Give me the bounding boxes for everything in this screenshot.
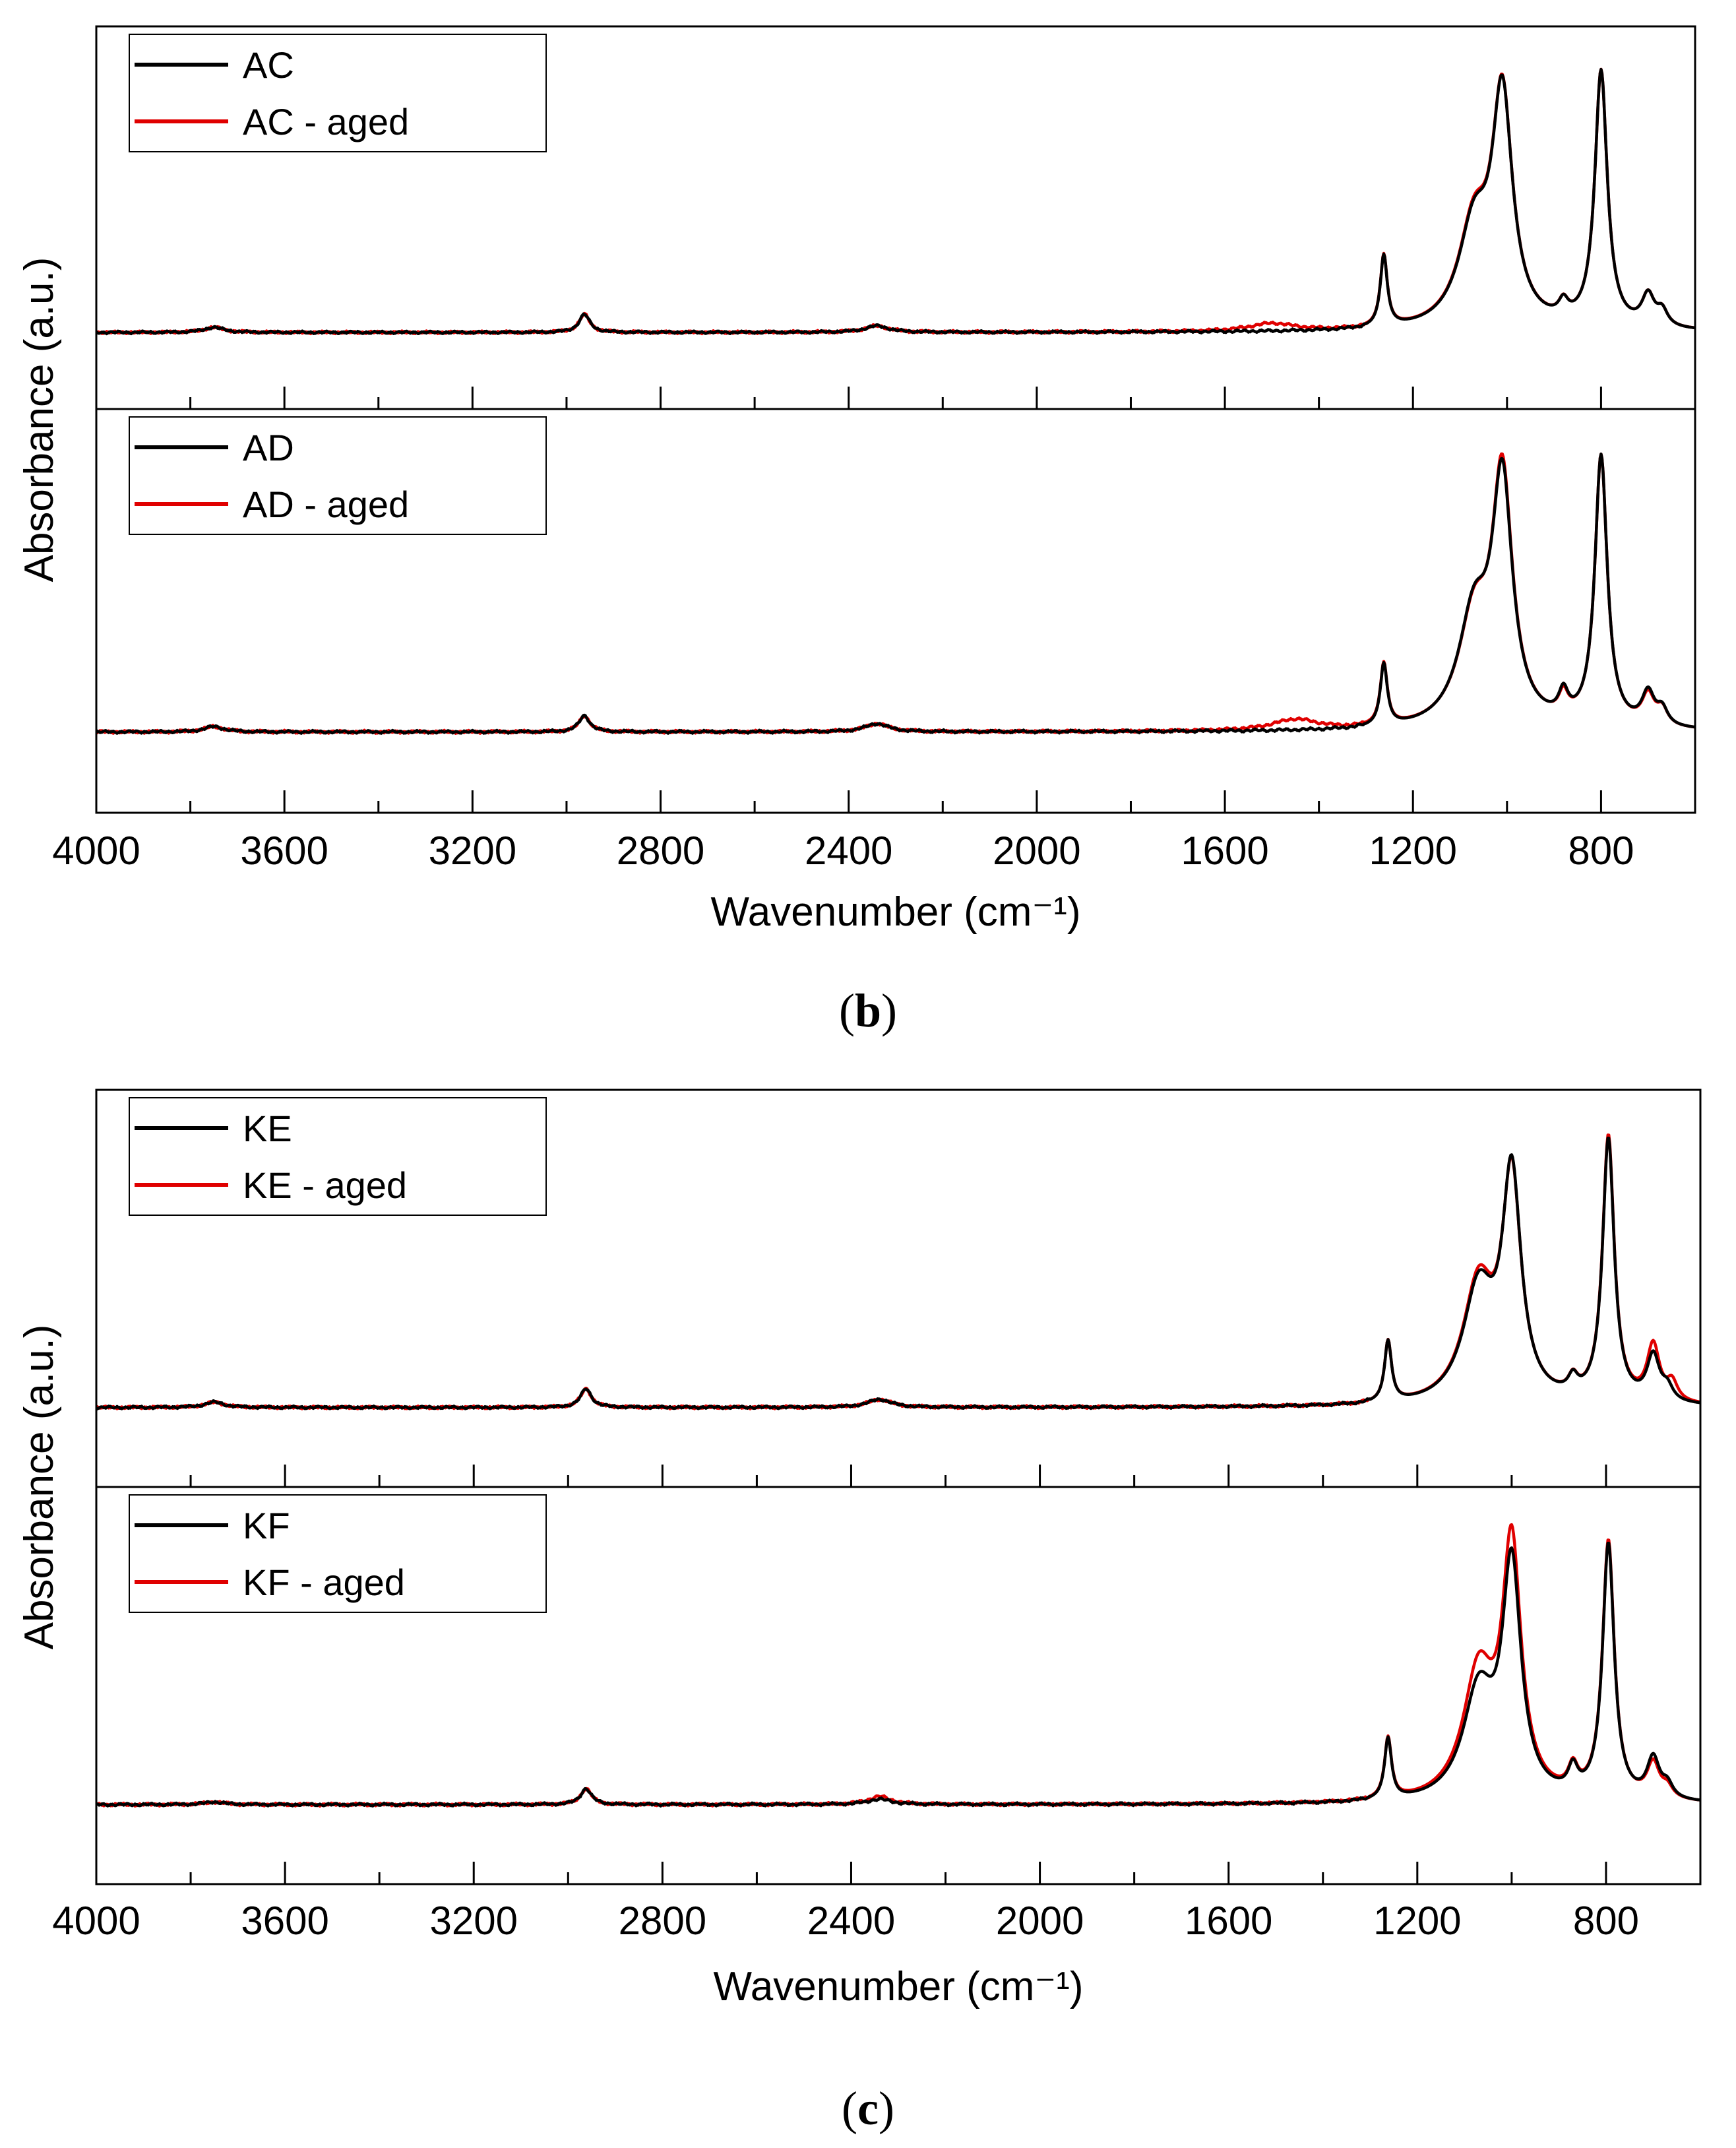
y-axis-label: Absorbance (a.u.) xyxy=(16,257,62,583)
legend-label: AD xyxy=(243,427,294,468)
series-line-ad xyxy=(95,452,1696,735)
legend-label: KF - aged xyxy=(243,1562,405,1603)
legend-label: KE xyxy=(243,1108,292,1149)
x-axis-label: Wavenumber (cm⁻¹) xyxy=(711,889,1081,935)
x-tick-label: 1600 xyxy=(1181,829,1268,873)
figure-caption: (b) xyxy=(839,984,897,1037)
x-tick-label: 1600 xyxy=(1185,1899,1272,1943)
x-tick-label: 3600 xyxy=(240,829,328,873)
legend-label: AC xyxy=(243,44,294,86)
x-tick-label: 4000 xyxy=(52,1899,140,1943)
legend-box xyxy=(129,1494,547,1613)
legend-ad: AD AD - aged xyxy=(129,416,547,535)
panel-kf: KF KF - aged xyxy=(95,1486,1702,1885)
panel-ke: KE KE - aged xyxy=(95,1089,1702,1488)
x-tick-label: 3200 xyxy=(429,829,516,873)
x-ticks xyxy=(95,387,1602,409)
x-axis-label: Wavenumber (cm⁻¹) xyxy=(714,1964,1084,2009)
legend-ke: KE KE - aged xyxy=(129,1097,547,1216)
x-tick-label: 2800 xyxy=(617,829,704,873)
plot-frame xyxy=(95,1486,1702,1885)
chart-c: KE KE - aged KF KF - aged 4000 3600 3200 2800 24… xyxy=(16,1089,1702,2135)
x-ticks xyxy=(95,1862,1607,1884)
legend-label: KE - aged xyxy=(243,1164,407,1206)
legend-box xyxy=(129,34,547,152)
x-tick-label: 4000 xyxy=(52,829,140,873)
legend-box xyxy=(129,1097,547,1216)
series-line-ac xyxy=(96,67,1696,336)
legend-label: KF xyxy=(243,1505,290,1546)
panel-ac: AC AC - aged xyxy=(95,25,1696,410)
x-tick-label: 2400 xyxy=(805,829,892,873)
x-tick-label: 3200 xyxy=(429,1899,517,1943)
x-tick-label: 2800 xyxy=(619,1899,706,1943)
legend-label: AC - aged xyxy=(243,101,409,142)
legend-box xyxy=(129,416,547,535)
series-line-kf xyxy=(95,1541,1701,1808)
y-axis-label: Absorbance (a.u.) xyxy=(16,1325,62,1650)
x-tick-label: 1200 xyxy=(1369,829,1456,873)
chart-b: AC AC - aged AD AD - aged 4000 3600 3200 2800 24… xyxy=(16,25,1696,1037)
panel-ad: AD AD - aged xyxy=(95,408,1696,814)
x-tick-label: 1200 xyxy=(1373,1899,1461,1943)
x-tick-label: 3600 xyxy=(241,1899,328,1943)
x-ticks xyxy=(95,790,1602,813)
legend-kf: KF KF - aged xyxy=(129,1494,547,1613)
series-line-ke xyxy=(95,1136,1701,1410)
legend-label: AD - aged xyxy=(243,484,409,525)
legend-ac: AC AC - aged xyxy=(129,34,547,152)
x-tick-label: 2400 xyxy=(807,1899,895,1943)
plot-frame xyxy=(95,408,1696,814)
x-tick-label: 2000 xyxy=(996,1899,1084,1943)
x-tick-label: 800 xyxy=(1568,829,1634,873)
x-tick-label: 2000 xyxy=(993,829,1080,873)
x-ticks xyxy=(95,1465,1607,1487)
x-tick-label: 800 xyxy=(1573,1899,1639,1943)
figure-caption: (c) xyxy=(842,2082,894,2135)
